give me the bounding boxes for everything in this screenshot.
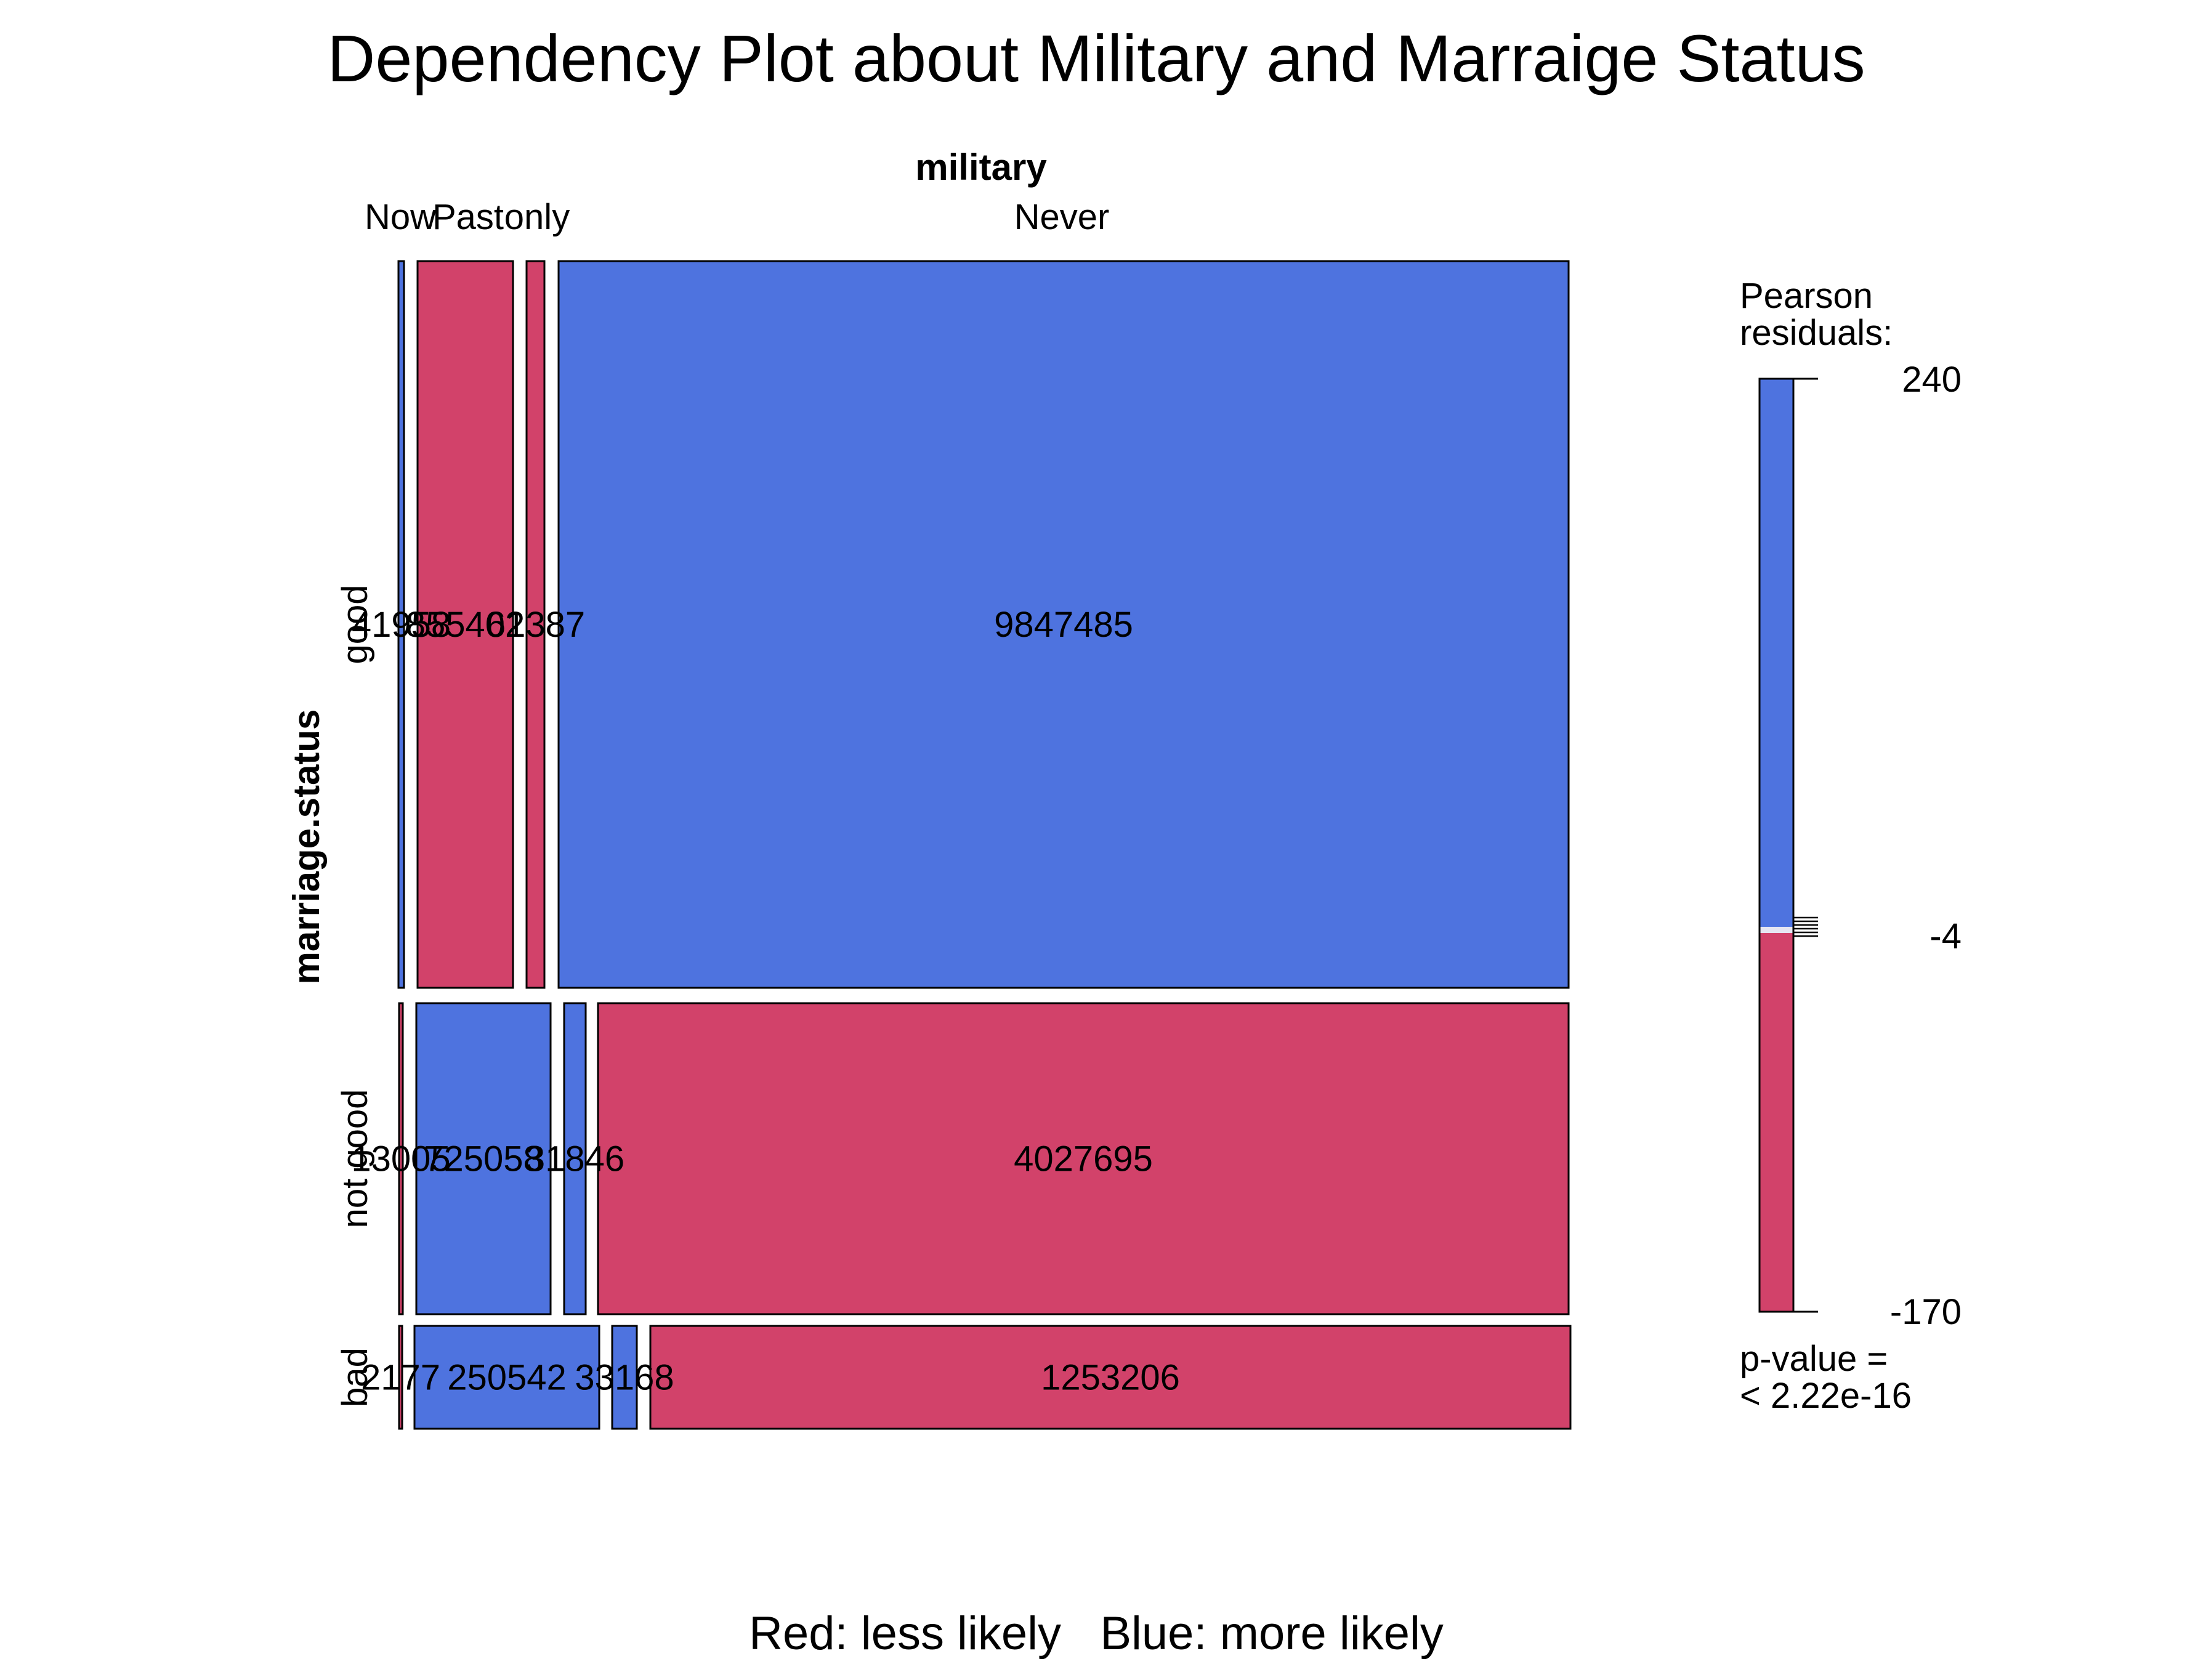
legend-neutral-band (1760, 927, 1793, 933)
mosaic-tile (557, 260, 1570, 989)
row-variable-label: marriage.status (286, 709, 327, 985)
cell-count-label: 2177 (361, 1358, 440, 1398)
legend-positive-band (1760, 379, 1793, 927)
mosaic-tile (416, 260, 514, 989)
legend-mid-label: -4 (1929, 916, 1962, 956)
row-level-label: bad (335, 1347, 375, 1407)
cell-count-label: 4027695 (1014, 1139, 1153, 1179)
mosaic-tiles (397, 260, 1572, 1430)
legend-max-label: 240 (1902, 360, 1962, 400)
mosaic-tile (413, 1325, 600, 1430)
cell-count-label: 250542 (447, 1358, 567, 1398)
cell-count-label: 1253206 (1041, 1358, 1180, 1398)
mosaic-tile (563, 1002, 587, 1315)
chart-title: Dependency Plot about Military and Marra… (327, 21, 1865, 95)
pvalue-line1: p-value = (1740, 1339, 1888, 1379)
legend-bar-outline (1758, 378, 1795, 1313)
legend-negative-band (1760, 933, 1793, 1312)
column-level-label: only (504, 197, 570, 237)
column-variable-label: military (915, 147, 1047, 188)
cell-count-label: 41958 (352, 605, 451, 645)
mosaic-tile (397, 260, 405, 989)
mosaic-tile (398, 1325, 403, 1430)
mosaic-tile (398, 1002, 404, 1315)
cell-count-label: 725058 (424, 1139, 543, 1179)
legend-min-label: -170 (1890, 1292, 1962, 1332)
mosaic-tile (649, 1325, 1572, 1430)
pvalue-line2: < 2.22e-16 (1740, 1376, 1912, 1416)
cell-count-label: 33168 (575, 1358, 674, 1398)
mosaic-tile (597, 1002, 1570, 1315)
legend-title-line2: residuals: (1740, 313, 1893, 353)
cell-count-label: 855402 (406, 605, 525, 645)
mosaic-tile (611, 1325, 638, 1430)
chart-footer: Red: less likely Blue: more likely (749, 1607, 1444, 1660)
column-level-label: Now (365, 197, 437, 237)
cell-count-label: 13005 (351, 1139, 450, 1179)
column-level-label: Never (1014, 197, 1110, 237)
row-level-label: good (335, 584, 375, 664)
row-level-label: not good (335, 1089, 375, 1229)
legend-title-line1: Pearson (1740, 276, 1873, 316)
cell-count-label: 9847485 (994, 605, 1133, 645)
residual-legend: Pearson residuals: 240 -4 -170 p-value =… (1740, 276, 1962, 1416)
legend-color-bar (1758, 378, 1818, 1313)
mosaic-tile (415, 1002, 552, 1315)
cell-count-label: 31846 (525, 1139, 624, 1179)
column-level-label: Past (432, 197, 504, 237)
cell-count-label: 61387 (486, 605, 585, 645)
row-level-labels: good not good bad (335, 584, 375, 1407)
mosaic-tile (525, 260, 546, 989)
